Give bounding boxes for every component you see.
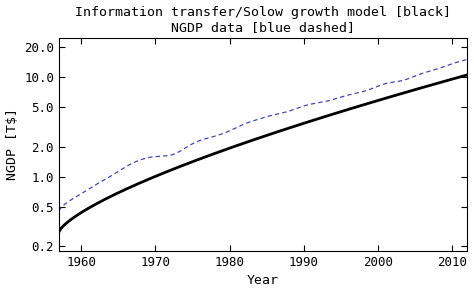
- Y-axis label: NGDP [T$]: NGDP [T$]: [6, 108, 18, 180]
- Title: Information transfer/Solow growth model [black]
NGDP data [blue dashed]: Information transfer/Solow growth model …: [75, 6, 451, 34]
- X-axis label: Year: Year: [247, 275, 279, 287]
